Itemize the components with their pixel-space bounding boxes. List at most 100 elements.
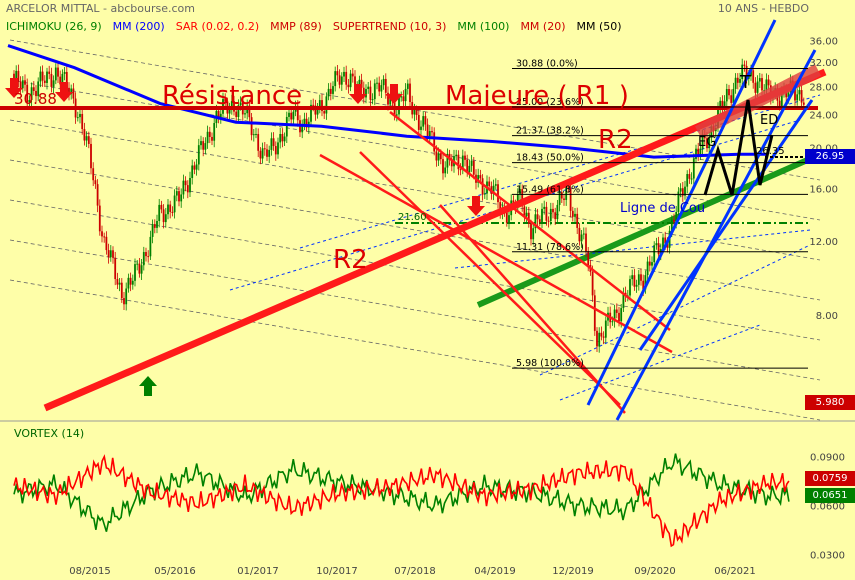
candle — [483, 193, 486, 195]
candle — [697, 148, 700, 155]
candle — [431, 131, 433, 133]
price-tick-1: 32.00 — [809, 58, 838, 69]
vortex-minus-line — [13, 454, 790, 548]
candle — [567, 187, 570, 189]
candle — [180, 194, 183, 202]
candle — [310, 104, 312, 122]
candle — [257, 133, 260, 151]
candles — [13, 58, 805, 353]
candle — [666, 243, 669, 248]
candle — [252, 134, 255, 136]
candle — [112, 250, 114, 258]
candle — [461, 155, 464, 170]
blue-channel-2 — [615, 49, 817, 421]
candle — [437, 153, 440, 161]
candle — [285, 116, 288, 137]
vortex-green-tag: 0.0651 — [805, 488, 855, 503]
candle — [125, 288, 128, 305]
candle — [365, 89, 367, 98]
fibonacci-levels: 30.88 (0.0%) 25.00 (23.6%) 21.37 (38.2%) 18… — [512, 58, 808, 369]
candle — [538, 219, 541, 222]
candle — [314, 105, 317, 115]
candle — [673, 219, 675, 222]
candle — [387, 92, 389, 105]
indicator-1: MM (200) — [112, 20, 165, 33]
candle — [94, 180, 97, 185]
candle — [13, 73, 15, 80]
candle — [202, 141, 205, 150]
candle — [688, 174, 691, 179]
candle — [695, 148, 697, 159]
fib-label-1: 25.00 (23.6%) — [516, 97, 584, 108]
candle — [129, 277, 132, 285]
candle — [65, 71, 68, 88]
candle — [63, 71, 66, 74]
candle — [378, 82, 381, 92]
candle — [450, 159, 453, 167]
candle — [719, 100, 722, 108]
candle — [380, 85, 383, 92]
candle — [329, 88, 332, 94]
majeure-label: Majeure ( R1 ) — [445, 81, 629, 111]
candle — [505, 210, 508, 223]
candle — [622, 292, 625, 309]
candle — [50, 73, 53, 87]
indicator-6: MM (20) — [520, 20, 566, 33]
candle — [213, 123, 216, 141]
candle — [57, 67, 59, 77]
candle — [404, 88, 407, 102]
arrow-down-4 — [385, 84, 403, 104]
candle — [492, 185, 495, 194]
candle — [417, 114, 420, 130]
x-tick-7: 09/2020 — [634, 566, 676, 577]
candle — [323, 111, 326, 114]
candle — [422, 116, 425, 127]
candle — [679, 188, 682, 192]
candle — [87, 136, 90, 144]
candle — [591, 271, 594, 296]
candle — [92, 168, 95, 181]
candle — [402, 96, 405, 102]
price-tick-3: 24.00 — [809, 110, 838, 121]
candle — [39, 71, 42, 82]
candle — [288, 112, 290, 117]
candle — [211, 136, 213, 141]
arrow-down-5 — [467, 196, 485, 216]
candle — [96, 184, 99, 206]
candle — [428, 131, 431, 137]
candle — [721, 100, 724, 108]
candle — [512, 200, 515, 204]
candle — [142, 252, 145, 266]
candle — [563, 198, 565, 200]
candle — [446, 153, 449, 168]
candle — [756, 81, 759, 93]
low-price-tag: 5.980 — [805, 395, 855, 410]
price-tick-0: 36.00 — [809, 36, 838, 47]
candle — [316, 106, 319, 115]
candle — [318, 100, 321, 107]
candle — [684, 186, 686, 196]
candle — [560, 192, 563, 199]
candle — [464, 155, 466, 160]
candle — [200, 141, 202, 146]
vortex-plus-line — [13, 453, 790, 532]
candle — [703, 134, 706, 139]
x-tick-1: 05/2016 — [154, 566, 196, 577]
r2-left-label: R2 — [333, 245, 368, 275]
candle — [752, 70, 755, 83]
trend-drawings — [0, 19, 827, 421]
candle — [734, 77, 737, 89]
candle — [351, 73, 354, 77]
ed-label: ED — [760, 113, 778, 128]
candle — [332, 86, 334, 94]
candle — [272, 138, 275, 147]
candle — [743, 64, 746, 66]
candle — [303, 118, 306, 124]
candle — [255, 133, 257, 135]
candle — [376, 82, 378, 84]
candle — [228, 108, 231, 114]
labels: 30.88 Résistance Majeure ( R1 ) R2 R2 Ligne d… — [14, 72, 785, 275]
candle — [182, 180, 185, 195]
candle — [261, 148, 264, 159]
candle — [796, 94, 799, 101]
